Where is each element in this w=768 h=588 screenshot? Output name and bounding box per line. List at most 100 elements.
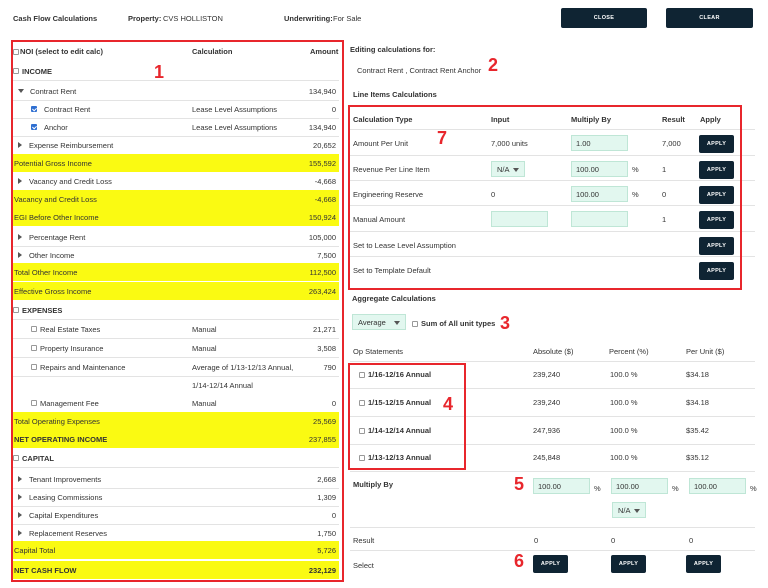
tree-row[interactable]: Total Other Income 112,500	[13, 263, 339, 281]
tree-row-name: EGI Before Other Income	[14, 212, 99, 222]
row-checkbox-checked[interactable]	[31, 124, 37, 130]
aggregate-method-select[interactable]: Average	[352, 314, 406, 330]
line-item-apply-button[interactable]: APPLY	[699, 211, 734, 229]
revenue-input-select[interactable]: N/A	[491, 161, 525, 177]
tree-row-amount: 105,000	[308, 232, 336, 242]
multiply-input[interactable]: 100.00	[571, 161, 628, 177]
row-checkbox[interactable]	[31, 400, 37, 406]
line-item-apply-button[interactable]: APPLY	[699, 262, 734, 280]
op-statement-item[interactable]: 1/15-12/15 Annual	[359, 398, 431, 407]
caret-right-icon[interactable]	[18, 252, 22, 258]
tree-row[interactable]: Property Insurance Manual 3,508	[13, 339, 339, 357]
tree-row[interactable]: Tenant Improvements 2,668	[13, 470, 339, 488]
tree-row[interactable]: EGI Before Other Income 150,924	[13, 208, 339, 226]
row-checkbox[interactable]	[13, 455, 19, 461]
op-statement-checkbox[interactable]	[359, 399, 365, 406]
editing-value: Contract Rent , Contract Rent Anchor	[357, 66, 482, 75]
row-checkbox[interactable]	[31, 364, 37, 370]
caret-right-icon[interactable]	[18, 234, 22, 240]
tree-row[interactable]: Management Fee Manual 0	[13, 394, 339, 412]
row-checkbox[interactable]	[31, 326, 37, 332]
tree-row[interactable]: Expense Reimbursement 20,652	[13, 136, 339, 154]
aggregate-apply-button-1[interactable]: APPLY	[533, 555, 568, 573]
tree-row[interactable]: Percentage Rent 105,000	[13, 228, 339, 246]
tree-row[interactable]: Repairs and Maintenance Average of 1/13-1…	[13, 358, 339, 376]
op-statement-item[interactable]: 1/14-12/14 Annual	[359, 426, 431, 435]
op-statement-checkbox[interactable]	[359, 427, 365, 434]
row-checkbox-checked[interactable]	[31, 106, 37, 112]
page-title: Cash Flow Calculations	[13, 14, 98, 23]
tree-row-name: Real Estate Taxes	[40, 324, 101, 334]
tree-row-amount: 2,668	[317, 474, 336, 484]
clear-button[interactable]: CLEAR	[666, 8, 753, 28]
caret-down-icon[interactable]	[18, 89, 24, 93]
op-statement-name: 1/14-12/14 Annual	[368, 426, 432, 435]
manual-amount-input[interactable]	[491, 211, 548, 227]
tree-row-name-wrap: Other Income	[18, 251, 74, 260]
property-label: Property:	[128, 14, 162, 23]
tree-row[interactable]: Leasing Commissions 1,309	[13, 488, 339, 506]
op-statement-checkbox[interactable]	[359, 454, 365, 461]
aggregate-multiply-input-1[interactable]: 100.00	[533, 478, 590, 494]
aggregate-apply-button-3[interactable]: APPLY	[686, 555, 721, 573]
tree-row[interactable]: Capital Total 5,726	[13, 541, 339, 559]
tree-row-calc: Lease Level Assumptions	[192, 104, 278, 114]
line-item-apply-button[interactable]: APPLY	[699, 186, 734, 204]
tree-row[interactable]: EXPENSES	[13, 301, 339, 319]
multiply-input[interactable]: 100.00	[571, 186, 628, 202]
tree-row[interactable]: Other Income 7,500	[13, 246, 339, 264]
op-statement-item[interactable]: 1/16-12/16 Annual	[359, 370, 431, 379]
tree-row[interactable]: Capital Expenditures 0	[13, 506, 339, 524]
aggregate-na-select[interactable]: N/A	[612, 502, 646, 518]
tree-row[interactable]: Vacancy and Credit Loss -4,668	[13, 190, 339, 208]
line-item-apply-button[interactable]: APPLY	[699, 161, 734, 179]
line-item-apply-button[interactable]: APPLY	[699, 237, 734, 255]
tree-row[interactable]: Total Operating Expenses 25,569	[13, 412, 339, 430]
line-item-apply-button[interactable]: APPLY	[699, 135, 734, 153]
tree-row-amount: 112,500	[309, 267, 336, 277]
row-checkbox[interactable]	[13, 307, 19, 313]
tree-row-name: Anchor	[44, 122, 68, 132]
caret-right-icon[interactable]	[18, 530, 22, 536]
tree-row-name-wrap: Contract Rent	[18, 87, 76, 96]
caret-right-icon[interactable]	[18, 178, 22, 184]
annotation-number-4: 4	[443, 394, 454, 414]
pct-sign-2: %	[672, 484, 679, 493]
tree-row[interactable]: NET CASH FLOW 232,129	[13, 561, 339, 579]
caret-right-icon[interactable]	[18, 476, 22, 482]
annotation-box-7	[348, 105, 742, 290]
row-checkbox[interactable]	[31, 345, 37, 351]
sum-all-checkbox[interactable]	[412, 320, 418, 327]
multiply-input[interactable]: 1.00	[571, 135, 628, 151]
annotation-number-6: 6	[514, 551, 525, 571]
close-button[interactable]: CLOSE	[561, 8, 647, 28]
tree-row[interactable]: Real Estate Taxes Manual 21,271	[13, 320, 339, 338]
caret-right-icon[interactable]	[18, 512, 22, 518]
aggregate-multiply-input-2[interactable]: 100.00	[611, 478, 668, 494]
manual-multiply-input[interactable]	[571, 211, 628, 227]
tree-row[interactable]: Potential Gross Income 155,592	[13, 154, 339, 172]
tree-row[interactable]: Contract Rent Lease Level Assumptions 0	[13, 100, 339, 118]
caret-right-icon[interactable]	[18, 494, 22, 500]
sum-all-toggle[interactable]: Sum of All unit types	[412, 319, 495, 328]
tree-row[interactable]: NET OPERATING INCOME 237,855	[13, 430, 339, 448]
tree-row-amount: 3,508	[317, 343, 336, 353]
row-checkbox[interactable]	[13, 68, 19, 74]
tree-row-name-wrap: Repairs and Maintenance	[31, 363, 125, 372]
tree-row[interactable]: Contract Rent 134,940	[13, 82, 339, 100]
tree-row[interactable]: Anchor Lease Level Assumptions 134,940	[13, 118, 339, 136]
aggregate-apply-button-2[interactable]: APPLY	[611, 555, 646, 573]
op-statement-checkbox[interactable]	[359, 371, 365, 378]
tree-row[interactable]: INCOME	[13, 62, 339, 80]
tree-row[interactable]: Vacancy and Credit Loss -4,668	[13, 172, 339, 190]
select-all-checkbox[interactable]	[13, 48, 19, 55]
tree-row-name-wrap: Property Insurance	[31, 344, 103, 353]
tree-row-name-wrap: Total Other Income	[14, 268, 77, 277]
tree-row[interactable]: CAPITAL	[13, 449, 339, 467]
caret-right-icon[interactable]	[18, 142, 22, 148]
pct-sign: %	[632, 190, 639, 199]
tree-row[interactable]: Effective Gross Income 263,424	[13, 282, 339, 300]
op-statement-item[interactable]: 1/13-12/13 Annual	[359, 453, 431, 462]
tree-row[interactable]: Replacement Reserves 1,750	[13, 524, 339, 542]
aggregate-multiply-input-3[interactable]: 100.00	[689, 478, 746, 494]
